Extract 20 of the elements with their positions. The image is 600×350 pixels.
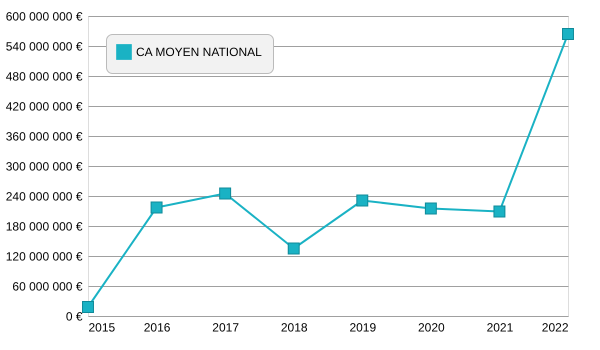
y-tick-label: 120 000 000 € (6, 250, 83, 264)
y-tick-label: 540 000 000 € (6, 40, 83, 54)
x-tick-label: 2020 (418, 320, 446, 334)
y-tick-label: 240 000 000 € (6, 190, 83, 204)
x-tick-label: 2015 (88, 320, 116, 334)
y-tick-label: 180 000 000 € (6, 220, 83, 234)
x-tick-label: 2016 (144, 320, 171, 334)
x-tick-label: 2017 (212, 320, 240, 334)
y-tick-label: 300 000 000 € (6, 160, 83, 174)
y-tick-label: 420 000 000 € (6, 100, 83, 114)
x-tick-label: 2019 (349, 320, 376, 334)
legend-label: CA MOYEN NATIONAL (136, 45, 262, 59)
y-tick-label: 480 000 000 € (6, 70, 83, 84)
y-tick-label: 60 000 000 € (12, 280, 83, 294)
y-tick-label: 600 000 000 € (6, 10, 83, 24)
y-tick-label: 360 000 000 € (6, 130, 83, 144)
x-tick-label: 2018 (280, 320, 308, 334)
x-tick-label: 2021 (486, 320, 514, 334)
y-tick-label: 0 € (66, 310, 83, 324)
x-tick-label: 2022 (542, 320, 569, 334)
